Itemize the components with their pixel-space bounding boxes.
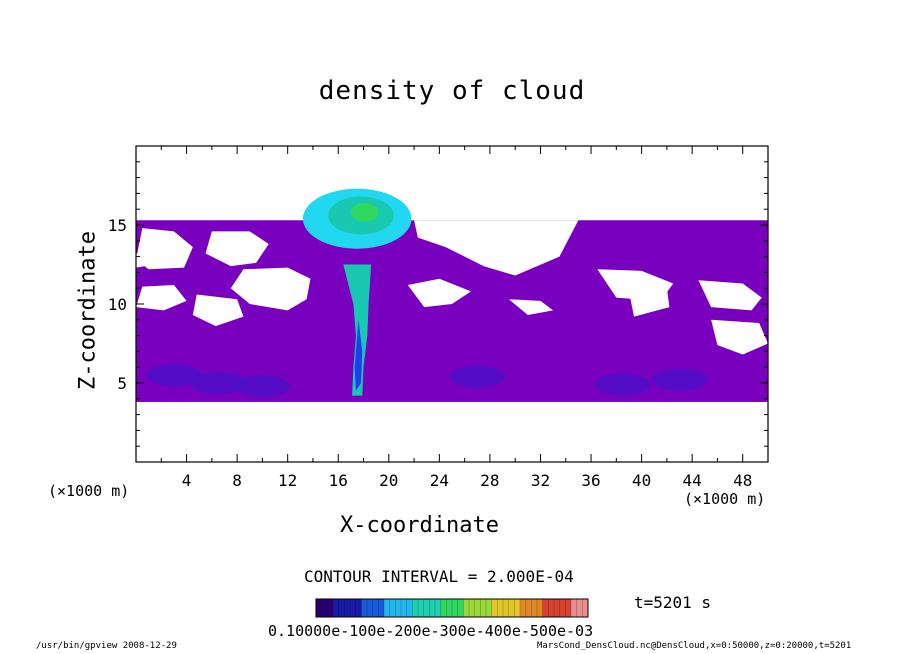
colorbar-cell-7 [350,599,357,617]
colorbar-cell-24 [446,599,453,617]
colorbar-cell-42 [548,599,555,617]
plume-head-peak [350,202,379,222]
x-tick-label-24: 24 [430,471,449,490]
colorbar-cell-39 [531,599,538,617]
x-tick-label-32: 32 [531,471,550,490]
colorbar-cell-21 [429,599,436,617]
colorbar-cell-33 [497,599,504,617]
y-axis: 5 10 15 [108,161,768,447]
colorbar [315,598,589,618]
footer-right: MarsCond_DensCloud.nc@DensCloud,x=0:5000… [537,641,852,651]
colorbar-cell-14 [389,599,396,617]
cloud-gap-3 [230,267,311,311]
colorbar-cell-31 [486,599,493,617]
colorbar-cell-30 [480,599,487,617]
low-dense-region-3 [449,365,506,388]
density-field [136,188,768,402]
colorbar-cell-35 [508,599,515,617]
low-dense-region-5 [651,368,708,391]
x-tick-label-12: 12 [278,471,297,490]
x-tick-label-28: 28 [480,471,499,490]
colorbar-frame [315,598,589,618]
colorbar-cell-37 [520,599,527,617]
colorbar-cell-44 [559,599,566,617]
colorbar-cell-16 [401,599,408,617]
colorbar-cell-6 [344,599,351,617]
cloud-gap-9 [698,280,762,311]
x-tick-label-4: 4 [182,471,192,490]
colorbar-cell-34 [503,599,510,617]
y-tick-label-10: 10 [108,295,127,314]
colorbar-cell-26 [457,599,464,617]
low-dense-region-1 [190,371,246,395]
y-tick-label-15: 15 [108,216,127,235]
x-tick-label-48: 48 [733,471,752,490]
colorbar-tick-labels: 0.10000e-100e-200e-300e-400e-500e-03 [268,622,594,640]
contour-interval-label: CONTOUR INTERVAL = 2.000E-04 [304,567,574,586]
colorbar-cell-41 [542,599,549,617]
cloud-gap-5 [192,294,244,327]
colorbar-cell-13 [384,599,391,617]
colorbar-cell-38 [525,599,532,617]
x-tick-label-16: 16 [329,471,348,490]
x-axis: 4 8 12 16 20 24 28 32 36 40 44 48 [160,146,752,490]
colorbar-cell-3 [327,599,334,617]
colorbar-cell-10 [367,599,374,617]
x-tick-label-20: 20 [379,471,398,490]
colorbar-cell-12 [378,599,385,617]
cloud-gap-7 [407,278,471,308]
colorbar-cell-23 [440,599,447,617]
chart-title: density of cloud [318,76,586,106]
cloud-gap-6 [414,220,579,276]
colorbar-cell-47 [576,599,583,617]
x-unit-right: (×1000 m) [684,490,766,508]
colorbar-cell-43 [554,599,561,617]
colorbar-cell-9 [361,599,368,617]
colorbar-cell-36 [514,599,521,617]
plume-stem [343,264,372,396]
colorbar-cell-45 [565,599,572,617]
colorbar-cell-11 [372,599,379,617]
x-tick-label-8: 8 [232,471,242,490]
low-dense-region-6 [146,364,202,387]
low-dense-region-2 [234,375,291,398]
colorbar-cell-48 [582,599,589,617]
colorbar-cell-18 [412,599,419,617]
x-axis-label: X-coordinate [340,513,499,538]
colorbar-cell-28 [469,599,476,617]
colorbar-cell-22 [435,599,442,617]
colorbar-cell-29 [474,599,481,617]
low-dense-region-4 [594,373,651,396]
colorbar-cell-17 [406,599,413,617]
cloud-gap-10 [711,319,768,355]
y-tick-label-5: 5 [117,374,127,393]
colorbar-cell-25 [452,599,459,617]
colorbar-cell-40 [537,599,544,617]
x-tick-label-40: 40 [632,471,651,490]
time-label: t=5201 s [634,593,712,612]
x-unit-left: (×1000 m) [48,482,130,500]
colorbar-cell-1 [316,599,323,617]
colorbar-cell-27 [463,599,470,617]
cloud-gap-11 [626,278,670,317]
plume-stem-core [354,319,363,391]
cloud-gap-2 [205,231,269,267]
x-tick-label-36: 36 [581,471,600,490]
colorbar-cell-15 [395,599,402,617]
x-tick-label-44: 44 [683,471,702,490]
colorbar-cell-4 [333,599,340,617]
cloud-gap-4 [136,285,187,311]
colorbar-cell-5 [338,599,345,617]
footer-left: /usr/bin/gpview 2008-12-29 [36,641,177,651]
colorbar-cell-32 [491,599,498,617]
cloud-gap-12 [508,299,554,316]
colorbar-cell-19 [418,599,425,617]
cloud-gap-13 [136,251,164,268]
colorbar-cell-46 [571,599,578,617]
colorbar-cell-8 [355,599,362,617]
colorbar-cell-20 [423,599,430,617]
colorbar-cell-2 [321,599,328,617]
